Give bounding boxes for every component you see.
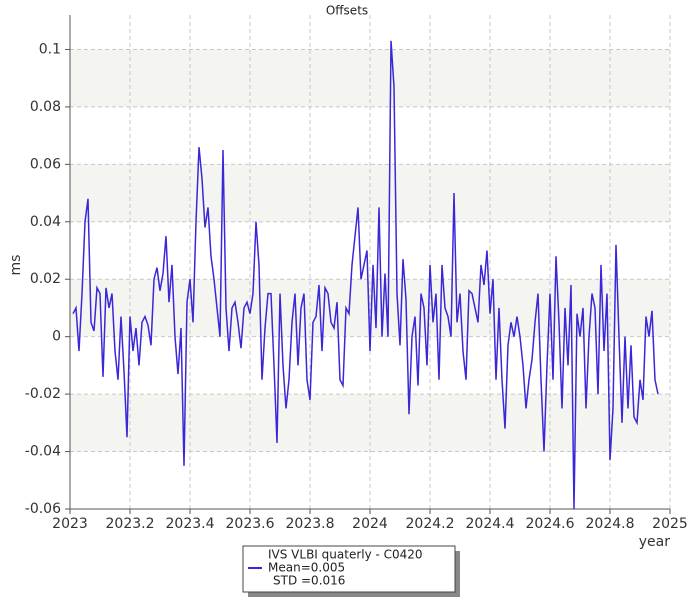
x-tick-label: 2024.4 bbox=[466, 516, 515, 532]
y-tick-label: -0.06 bbox=[25, 501, 61, 517]
x-tick-label: 2023.2 bbox=[106, 516, 155, 532]
y-tick-label: -0.02 bbox=[25, 386, 61, 402]
y-tick-label: 0.06 bbox=[30, 156, 61, 172]
x-tick-label: 2024.6 bbox=[526, 516, 575, 532]
legend: IVS VLBI quaterly - C0420 Mean=0.005 STD… bbox=[242, 545, 460, 597]
grid: -0.06 -0.04 -0.02 0 0.02 0.04 0.06 0.08 0.1 2023 2… bbox=[25, 15, 688, 532]
y-tick-label: 0 bbox=[52, 329, 61, 345]
data-line bbox=[72, 40, 659, 510]
x-tick-label: 2023.8 bbox=[286, 516, 335, 532]
x-tick-label: 2025 bbox=[652, 516, 688, 532]
x-tick-label: 2024.8 bbox=[586, 516, 635, 532]
x-tick-label: 2023 bbox=[52, 516, 88, 532]
y-tick-label: -0.04 bbox=[25, 444, 61, 460]
x-tick-label: 2023.6 bbox=[226, 516, 275, 532]
chart-title: Offsets bbox=[326, 4, 368, 18]
legend-box bbox=[242, 545, 456, 593]
plot bbox=[72, 40, 659, 510]
legend-note: STD =0.016 bbox=[273, 574, 345, 588]
y-tick-label: 0.08 bbox=[30, 99, 61, 115]
x-tick-label: 2024.2 bbox=[406, 516, 455, 532]
y-axis-label: ms bbox=[8, 255, 24, 276]
legend-label: IVS VLBI quaterly - C0420 bbox=[268, 548, 423, 562]
x-tick-label: 2023.4 bbox=[166, 516, 215, 532]
x-tick-label: 2024 bbox=[352, 516, 388, 532]
y-tick-label: 0.02 bbox=[30, 271, 61, 287]
y-tick-label: 0.1 bbox=[39, 41, 61, 57]
x-axis-label: year bbox=[639, 534, 670, 550]
legend-note: Mean=0.005 bbox=[268, 561, 345, 575]
y-tick-label: 0.04 bbox=[30, 214, 61, 230]
